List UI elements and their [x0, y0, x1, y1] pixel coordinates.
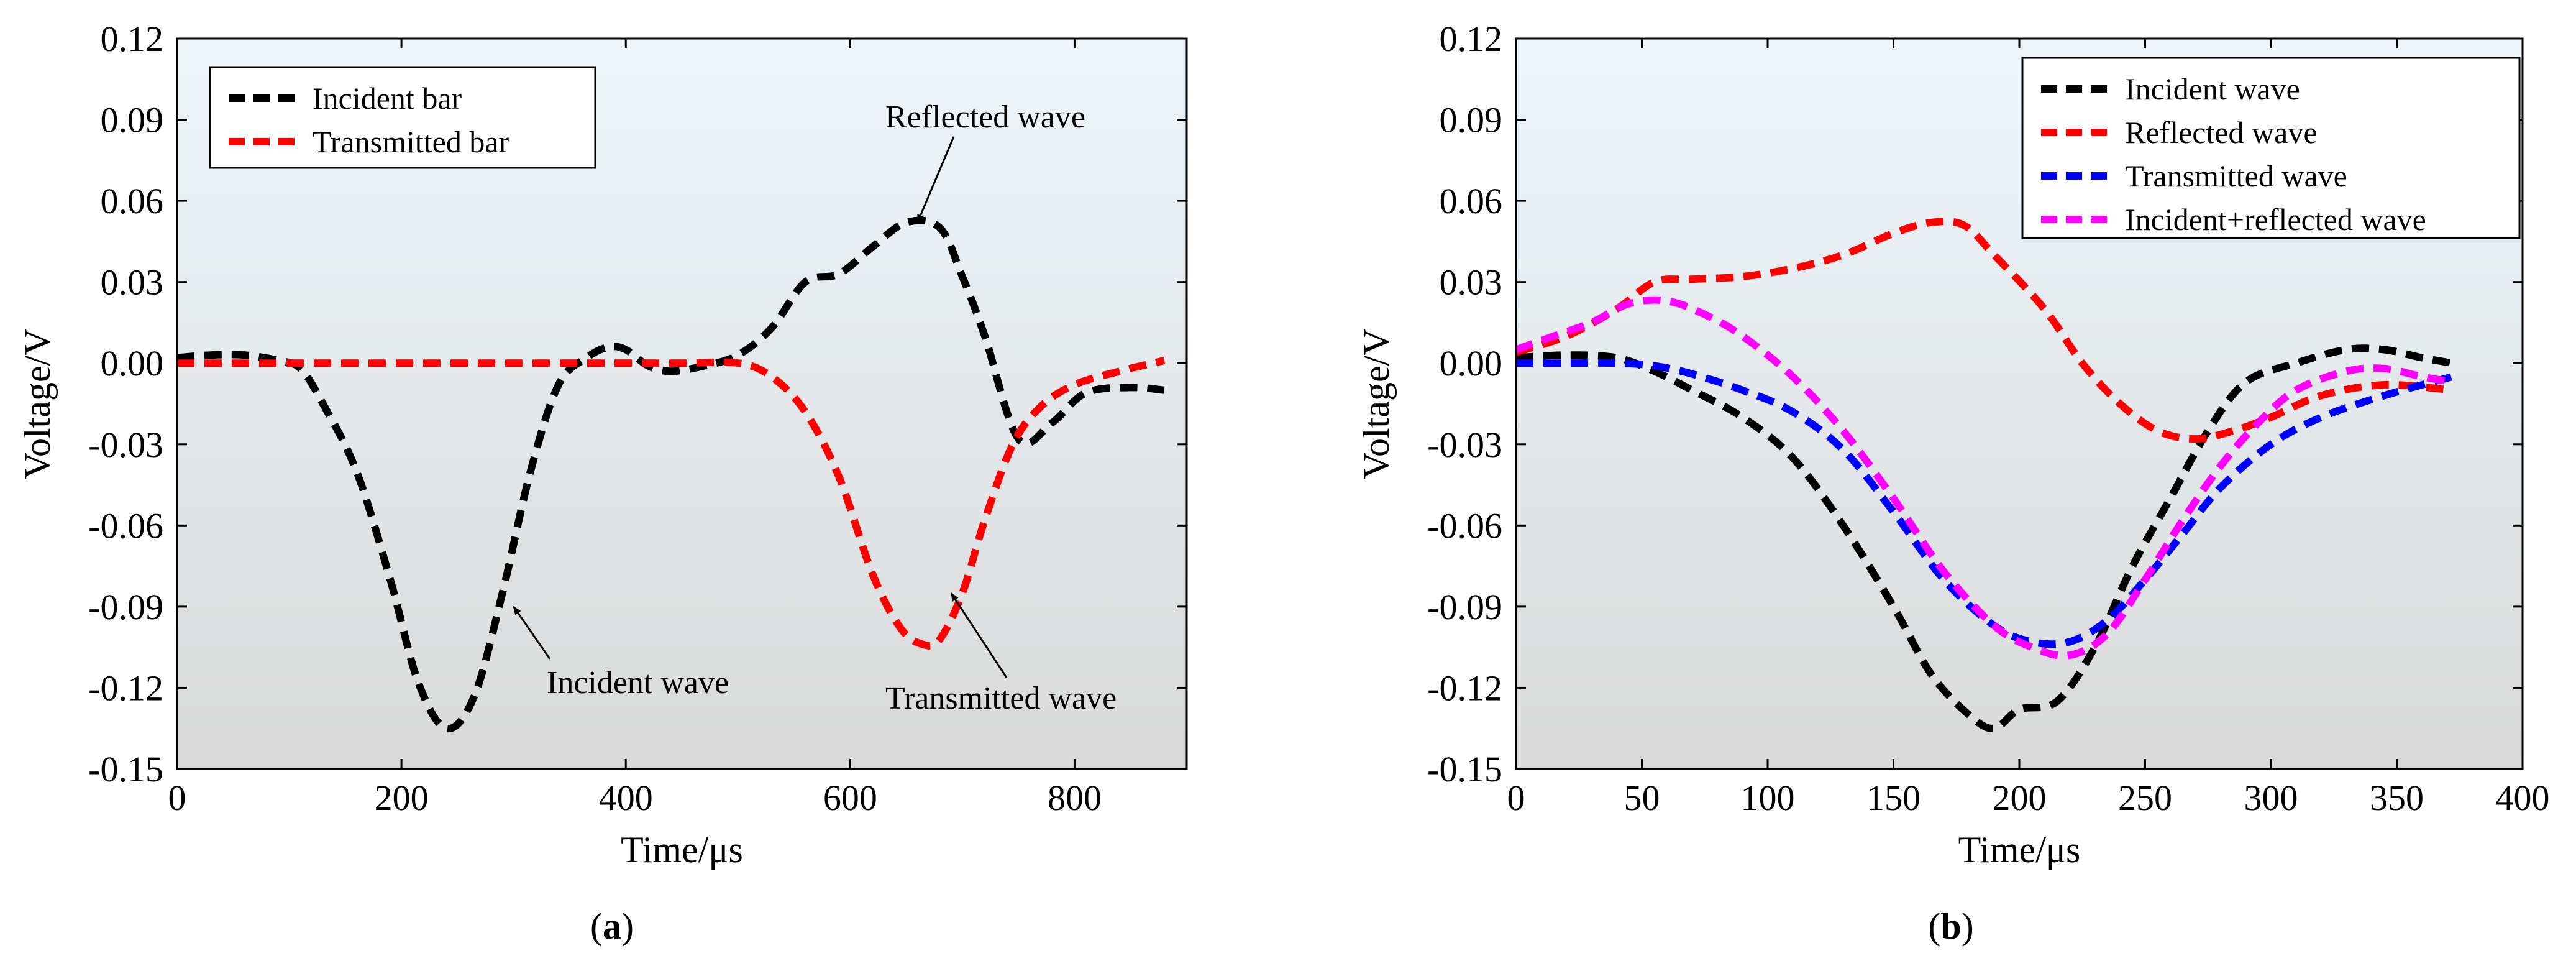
y-tick-label: 0.12: [101, 19, 164, 59]
x-tick-label: 600: [823, 778, 877, 818]
series-line-4: [1516, 296, 2453, 660]
chart-panel-b: 0 50 100 150 200 250 300 350 400 0.12 0.09 0.06 0.03…: [1356, 19, 2550, 947]
x-tick-label: 0: [1507, 778, 1525, 818]
series-line-2: [1516, 218, 2453, 443]
plot-frame: [176, 37, 1188, 770]
x-tick-label: 300: [2244, 778, 2298, 818]
series-line-2: [177, 357, 1166, 650]
x-tick-label: 350: [2370, 778, 2424, 818]
y-tick-label: 0.00: [1440, 343, 1503, 384]
legend: Incident bar Transmitted bar: [209, 66, 596, 169]
legend-label-2: Reflected wave: [2125, 115, 2318, 150]
x-tick-label: 0: [168, 778, 186, 818]
annotation-arrow-1: [916, 136, 955, 224]
x-tick-label: 250: [2118, 778, 2172, 818]
y-axis-title: Voltage/V: [1356, 328, 1397, 479]
x-tick-label: 800: [1048, 778, 1102, 818]
legend-label-3: Transmitted wave: [2125, 159, 2347, 193]
annotation-label-3: Transmitted wave: [885, 681, 1117, 716]
y-tick-label: 0.03: [1440, 262, 1503, 303]
x-axis-title: Time/μs: [1958, 829, 2081, 870]
series-line-1: [1516, 344, 2453, 732]
x-tick-label: 400: [599, 778, 653, 818]
legend-label-4: Incident+reflected wave: [2125, 202, 2426, 237]
x-axis-title: Time/μs: [621, 829, 743, 870]
legend-label-1: Incident bar: [313, 81, 462, 116]
chart-panel-a: 0 200 400 600 800 0.12 0.09 0.06 0.03 0.00 -0.03 -0…: [17, 19, 1188, 947]
series-group: [1516, 218, 2454, 732]
y-tick-label: 0.12: [1440, 19, 1503, 59]
y-tick-label: 0.06: [101, 181, 164, 221]
legend-label-1: Incident wave: [2125, 71, 2300, 106]
y-tick-label: -0.12: [1427, 668, 1502, 708]
plot-frame: [1515, 37, 2524, 770]
y-tick-label: 0.09: [101, 100, 164, 140]
panel-label: (b): [1928, 906, 1973, 947]
y-tick-label: -0.06: [88, 505, 163, 546]
y-tick-label: -0.03: [88, 425, 163, 465]
x-tick-label: 200: [375, 778, 429, 818]
annotation-arrow-2: [513, 605, 551, 660]
annotation-label-1: Reflected wave: [885, 99, 1085, 135]
y-tick-label: -0.15: [88, 749, 163, 789]
annotation-label-2: Incident wave: [547, 665, 729, 701]
y-axis-title: Voltage/V: [17, 328, 58, 479]
y-tick-label: 0.00: [101, 343, 164, 384]
y-tick-label: 0.03: [101, 262, 164, 303]
x-tick-label: 200: [1993, 778, 2047, 818]
y-tick-label: -0.12: [88, 668, 163, 708]
series-group: [177, 216, 1166, 733]
panel-label: (a): [590, 906, 634, 947]
annotation-arrow-3: [950, 592, 1008, 678]
legend-label-2: Transmitted bar: [313, 124, 509, 159]
series-line-1: [177, 216, 1165, 733]
y-tick-label: -0.03: [1427, 425, 1502, 465]
y-tick-label: -0.06: [1427, 505, 1502, 546]
legend: Incident wave Reflected wave Transmitted w…: [2021, 57, 2521, 239]
y-tick-label: -0.09: [1427, 587, 1502, 627]
y-tick-label: -0.09: [88, 587, 163, 627]
y-tick-label: 0.06: [1440, 181, 1503, 221]
x-tick-label: 150: [1866, 778, 1921, 818]
x-tick-label: 100: [1741, 778, 1795, 818]
x-tick-label: 50: [1624, 778, 1660, 818]
x-tick-label: 400: [2496, 778, 2550, 818]
y-tick-label: -0.15: [1427, 749, 1502, 789]
legend-box: [209, 66, 596, 169]
y-tick-label: 0.09: [1440, 100, 1503, 140]
